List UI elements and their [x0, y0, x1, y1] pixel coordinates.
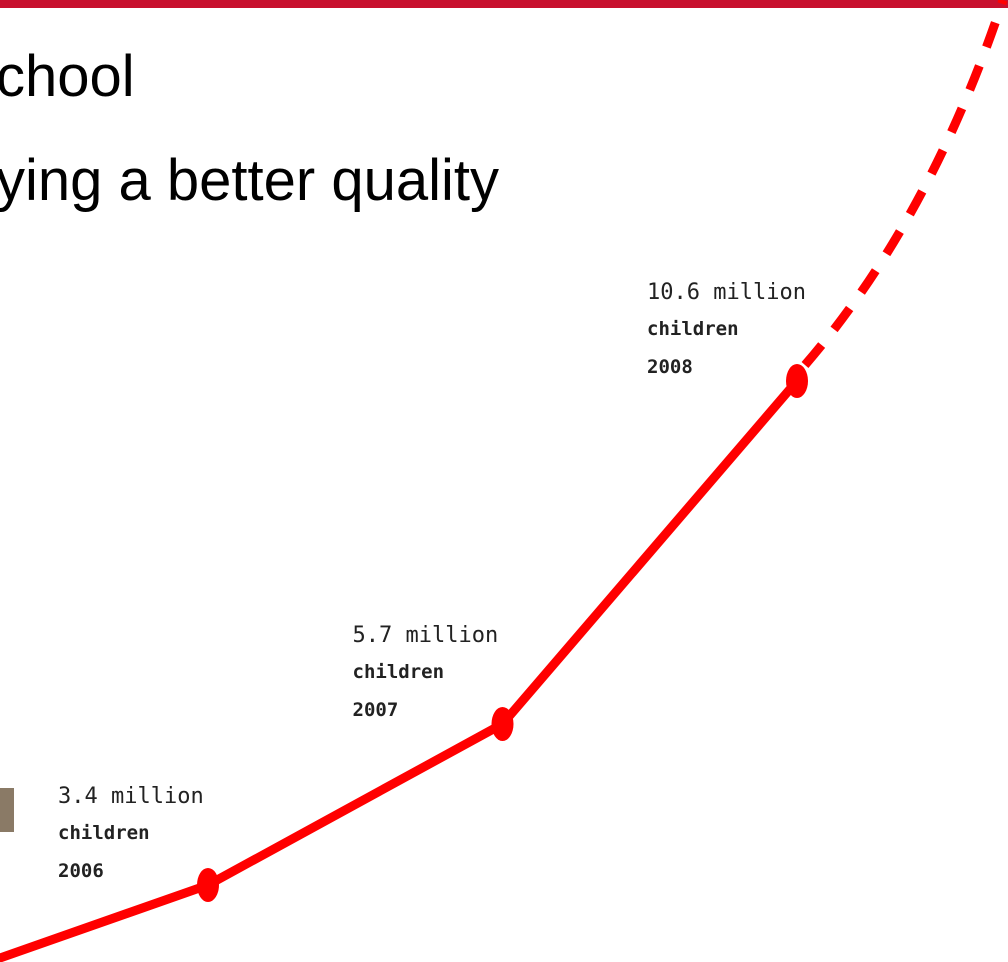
x-label: 2007 [353, 699, 399, 721]
image-edge [0, 788, 14, 832]
series-label: children [58, 822, 150, 844]
series-label: children [353, 661, 445, 683]
x-label: 2006 [58, 860, 104, 882]
slide-line: ying a better quality [0, 148, 499, 213]
page: chool ying a better quality 3.4 million c… [0, 0, 1008, 962]
data-line [208, 381, 797, 885]
data-point [492, 707, 514, 741]
projection-line [805, 0, 1003, 365]
lead-line [0, 885, 208, 958]
data-point [786, 364, 808, 398]
value-label: 5.7 million [353, 623, 499, 648]
slide: chool ying a better quality 3.4 million c… [0, 0, 1008, 962]
slide-line: chool [0, 44, 135, 109]
series-label: children [647, 318, 739, 340]
data-point [197, 868, 219, 902]
x-label: 2008 [647, 356, 693, 378]
value-label: 10.6 million [647, 280, 806, 305]
top-bar [0, 0, 1008, 8]
value-label: 3.4 million [58, 784, 204, 809]
